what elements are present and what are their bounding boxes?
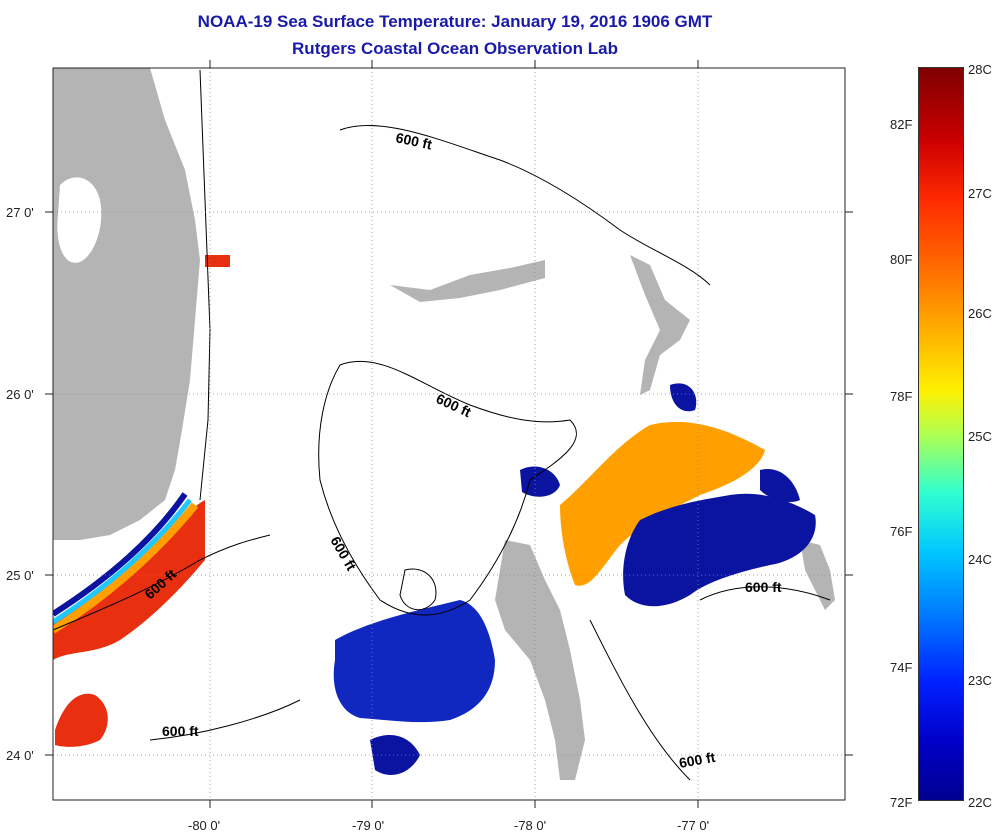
colorbar-label-f: 82F [890,117,913,132]
andros-island [495,540,585,780]
colorbar-label-f: 80F [890,252,913,267]
lon-label: -79 0' [352,818,385,833]
depth-contour [318,360,577,616]
contour-label: 600 ft [327,534,359,574]
depth-contour [589,619,691,781]
lat-label: 25 0' [6,568,34,583]
sst-cold-west [520,466,560,497]
colorbar-label-c: 28C [968,62,992,77]
colorbar-label-f: 78F [890,389,913,404]
contour-label: 600 ft [434,390,474,420]
colorbar-label-c: 26C [968,306,992,321]
lon-label: -80 0' [188,818,221,833]
depth-contour [149,699,301,741]
colorbar-label-f: 74F [890,660,913,675]
graticule [53,68,845,800]
map-subtitle: Rutgers Coastal Ocean Observation Lab [292,39,618,58]
lon-label: -78 0' [514,818,547,833]
grand-bahama-island [390,260,545,302]
coast-outline [199,69,211,501]
contour-label: 600 ft [394,129,433,152]
depth-contour [339,124,711,286]
colorbar [918,67,964,801]
sst-cold-east [760,469,800,502]
sst-warm-sw [55,693,108,747]
sst-cold-ne [623,493,816,607]
lon-label: -77 0' [677,818,710,833]
depth-contour [53,534,271,631]
sst-cold-south [370,735,420,775]
contour-label: 600 ft [678,749,717,771]
lat-label: 24 0' [6,748,34,763]
lat-label: 26 0' [6,387,34,402]
colorbar-label-c: 22C [968,795,992,810]
contour-label: 600 ft [162,723,199,739]
abaco-island [630,255,690,395]
colorbar-label-c: 23C [968,673,992,688]
map-title: NOAA-19 Sea Surface Temperature: January… [197,12,713,31]
colorbar-label-c: 25C [968,429,992,444]
colorbar-label-f: 76F [890,524,913,539]
sst-band-blue [53,492,188,617]
colorbar-label-f: 72F [890,795,913,810]
map-frame [52,67,846,801]
sst-warm-spot [205,255,230,267]
colorbar-label-c: 27C [968,186,992,201]
florida-landmass [53,68,200,540]
sst-cold-sw [333,600,495,723]
depth-contour [699,586,831,601]
lat-label: 27 0' [6,205,34,220]
sst-orange-ne [560,421,765,586]
contour-label: 600 ft [745,579,782,595]
colorbar-label-c: 24C [968,552,992,567]
sst-cold-ne2 [670,383,697,412]
depth-contour [399,568,437,610]
sst-band [53,502,199,634]
sst-band-cyan [53,498,192,625]
lake-okeechobee [57,177,102,263]
